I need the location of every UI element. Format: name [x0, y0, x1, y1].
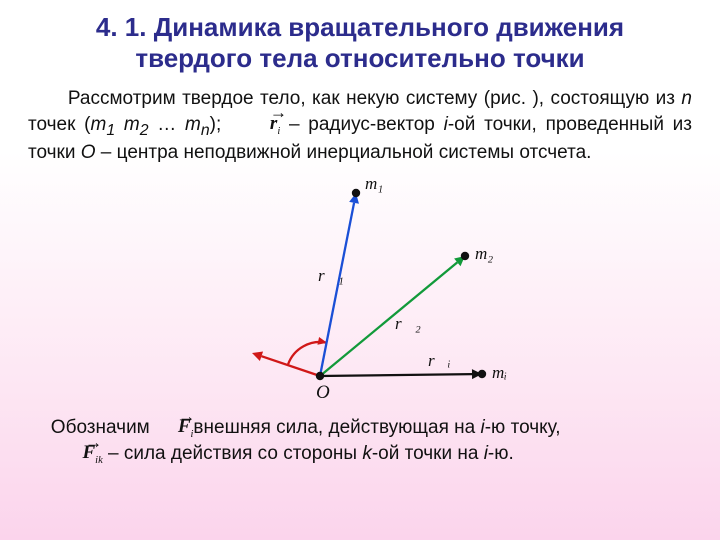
- p1-mn-sub: n: [201, 122, 210, 139]
- p3-pad: [28, 443, 60, 464]
- vector-diagram: r⃗₁ r⃗₂ r⃗ᵢ m₁ m₂ mᵢ O: [210, 171, 510, 406]
- p1-text-b: точек (: [28, 114, 91, 135]
- p1-n: n: [681, 88, 692, 109]
- diagram-container: r⃗₁ r⃗₂ r⃗ᵢ m₁ m₂ mᵢ O: [28, 171, 692, 411]
- svg-text:mᵢ: mᵢ: [492, 363, 507, 382]
- title-line-2: твердого тела относительно точки: [135, 43, 584, 73]
- p1-rvec-sub: i: [277, 125, 280, 136]
- p2-F1-sub: i: [191, 429, 194, 440]
- p1-m1: m: [91, 114, 107, 135]
- p1-m1-sub: 1: [106, 122, 115, 139]
- p1-text-a: Рассмотрим твердое тело, как некую систе…: [68, 88, 682, 109]
- p1-mn: m: [185, 114, 201, 135]
- p3-F2-sub: ik: [95, 455, 103, 466]
- r-vector-symbol: →ri: [230, 112, 280, 138]
- slide: 4. 1. Динамика вращательного движения тв…: [0, 0, 720, 540]
- paragraph-2: Обозначим →Fiвнешняя сила, действующая н…: [28, 415, 692, 467]
- svg-text:r⃗ᵢ: r⃗ᵢ: [428, 351, 451, 370]
- f-external-symbol: →Fi: [155, 415, 193, 441]
- p1-m2: m: [124, 114, 140, 135]
- p1-O: О: [81, 142, 96, 163]
- p1-sp1: [115, 114, 124, 135]
- p1-text-f: – центра неподвижной инерциальной систем…: [96, 142, 592, 163]
- paragraph-1: Рассмотрим твердое тело, как некую систе…: [28, 87, 692, 165]
- p3-text-b: -ой точки на: [372, 443, 484, 464]
- p3-k: k: [362, 443, 372, 464]
- p1-dots: …: [149, 114, 186, 135]
- svg-text:r⃗₁: r⃗₁: [318, 266, 344, 285]
- svg-text:m₂: m₂: [475, 244, 493, 263]
- slide-title: 4. 1. Динамика вращательного движения тв…: [28, 12, 692, 73]
- p1-text-c: );: [210, 114, 230, 135]
- svg-text:r⃗₂: r⃗₂: [395, 314, 421, 333]
- svg-text:m₁: m₁: [365, 174, 383, 193]
- p2-text-c: -ю точку,: [485, 417, 561, 438]
- p2-text-b: внешняя сила, действующая на: [193, 417, 480, 438]
- svg-text:O: O: [316, 382, 330, 403]
- p3-text-a: – сила действия со стороны: [103, 443, 363, 464]
- p1-m2-sub: 2: [140, 122, 149, 139]
- p1-text-d: – радиус-вектор: [280, 114, 443, 135]
- p3-text-c: -ю.: [488, 443, 514, 464]
- f-internal-symbol: →Fik: [60, 441, 103, 467]
- title-line-1: 4. 1. Динамика вращательного движения: [96, 12, 624, 42]
